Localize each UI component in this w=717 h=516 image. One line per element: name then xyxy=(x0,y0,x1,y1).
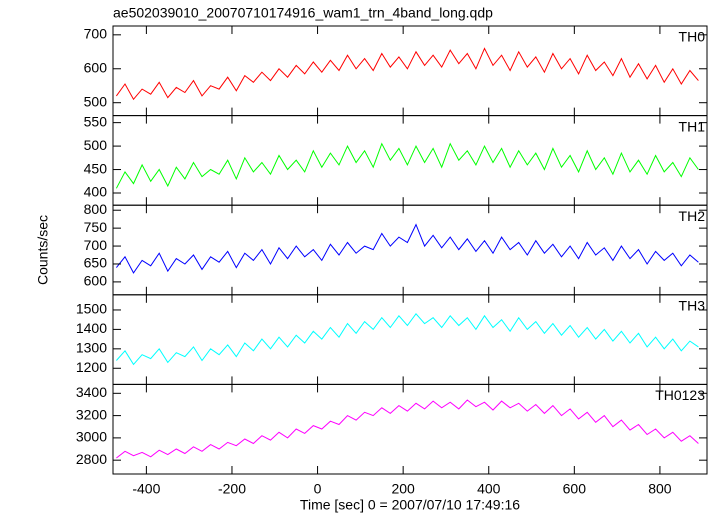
y-tick-label: 1400 xyxy=(76,320,107,336)
chart-title: ae502039010_20070710174916_wam1_trn_4ban… xyxy=(113,5,493,21)
panel-label: TH2 xyxy=(679,208,706,224)
y-tick-label: 2800 xyxy=(76,451,107,467)
x-tick-label: -400 xyxy=(132,481,160,497)
series-line xyxy=(116,223,699,274)
y-tick-label: 600 xyxy=(84,273,108,289)
x-tick-label: 600 xyxy=(563,481,587,497)
y-tick-label: 650 xyxy=(84,255,108,271)
y-tick-label: 600 xyxy=(84,59,108,75)
y-tick-label: 3400 xyxy=(76,384,107,400)
y-tick-label: 750 xyxy=(84,219,108,235)
x-tick-label: -200 xyxy=(218,481,246,497)
x-axis-label: Time [sec] 0 = 2007/07/10 17:49:16 xyxy=(300,497,520,513)
y-tick-label: 450 xyxy=(84,160,108,176)
y-tick-label: 700 xyxy=(84,26,108,42)
panel-label: TH0123 xyxy=(655,387,705,403)
x-tick-label: 0 xyxy=(314,481,322,497)
panel-frame xyxy=(112,294,708,385)
y-tick-label: 400 xyxy=(84,184,108,200)
y-tick-label: 800 xyxy=(84,201,108,217)
series-line xyxy=(116,313,699,366)
x-tick-label: 400 xyxy=(477,481,501,497)
y-tick-label: 3000 xyxy=(76,429,107,445)
y-tick-label: 1300 xyxy=(76,340,107,356)
y-tick-label: 700 xyxy=(84,237,108,253)
panel-frame xyxy=(112,383,708,475)
y-tick-label: 500 xyxy=(84,137,108,153)
panel-frame xyxy=(112,25,708,117)
y-tick-label: 550 xyxy=(84,113,108,129)
panel-label: TH1 xyxy=(679,118,706,134)
x-tick-label: 800 xyxy=(648,481,672,497)
y-tick-label: 500 xyxy=(84,93,108,109)
y-tick-label: 3200 xyxy=(76,406,107,422)
series-line xyxy=(115,47,699,101)
series-line xyxy=(116,399,699,459)
y-tick-label: 1200 xyxy=(76,359,107,375)
panel-label: TH0 xyxy=(679,29,706,45)
panel-label: TH3 xyxy=(679,298,706,314)
y-axis-label: Counts/sec xyxy=(35,215,51,285)
x-tick-label: 200 xyxy=(391,481,415,497)
panel-frame xyxy=(112,204,708,296)
y-tick-label: 1500 xyxy=(76,301,107,317)
series-line xyxy=(115,142,699,189)
